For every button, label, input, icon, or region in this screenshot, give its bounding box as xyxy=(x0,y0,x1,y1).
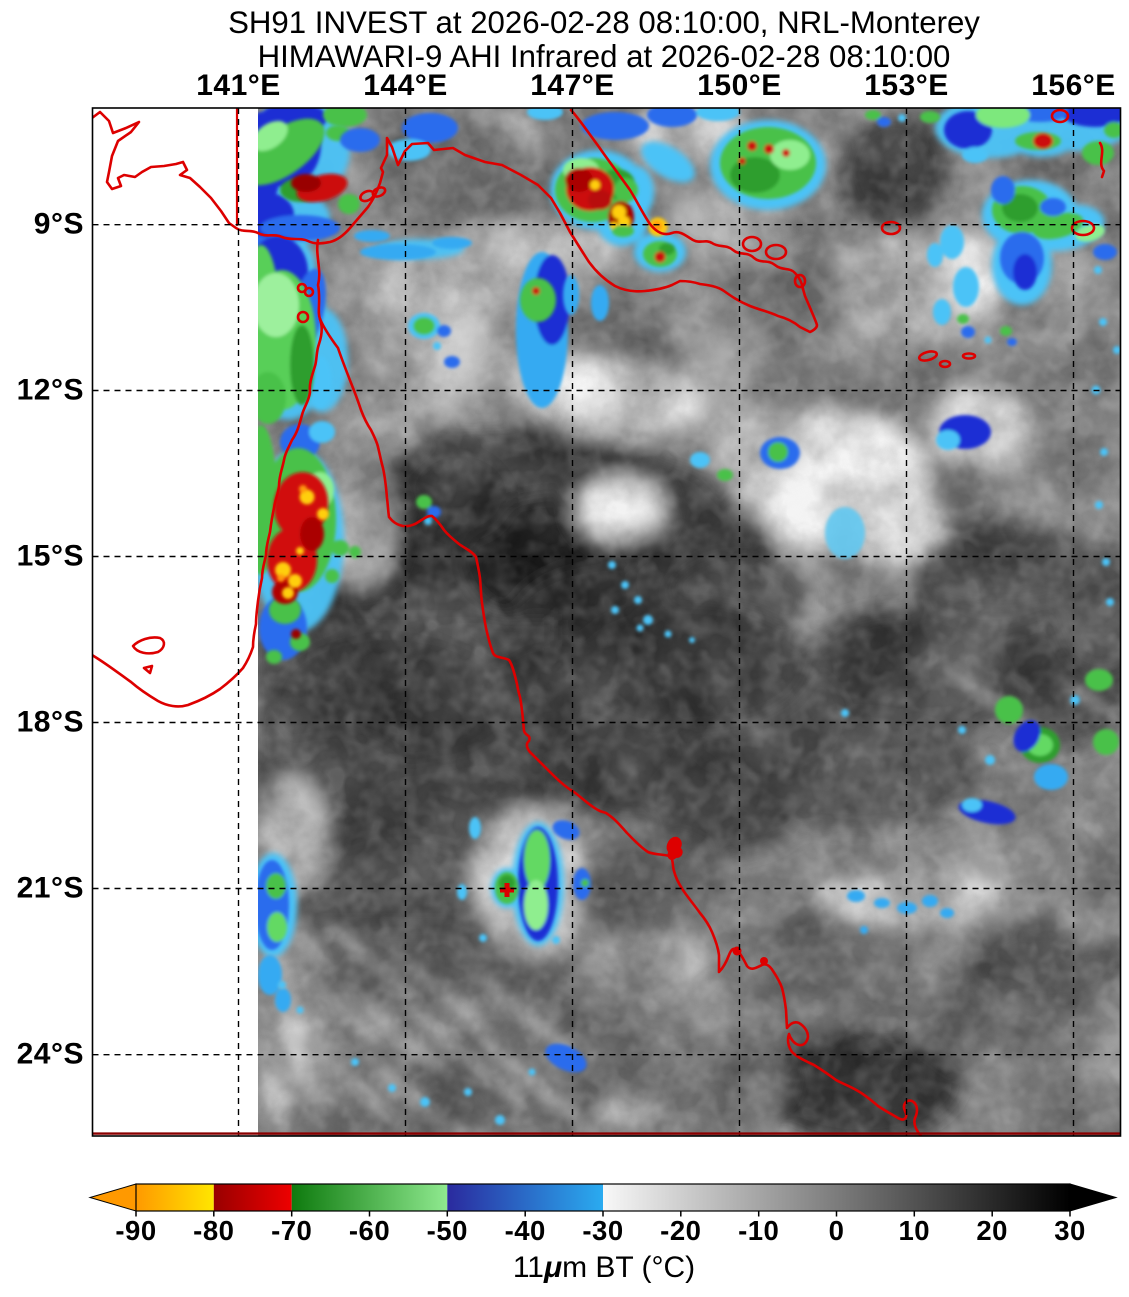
svg-text:18°S: 18°S xyxy=(17,706,84,739)
svg-text:0: 0 xyxy=(829,1215,845,1246)
svg-text:12°S: 12°S xyxy=(17,374,84,407)
svg-text:24°S: 24°S xyxy=(17,1038,84,1071)
svg-text:-50: -50 xyxy=(427,1215,468,1246)
svg-text:-60: -60 xyxy=(349,1215,390,1246)
svg-text:11μm BT (°C): 11μm BT (°C) xyxy=(513,1251,695,1284)
svg-text:20: 20 xyxy=(976,1215,1008,1246)
svg-text:10: 10 xyxy=(899,1215,931,1246)
svg-text:21°S: 21°S xyxy=(17,872,84,905)
svg-text:30: 30 xyxy=(1054,1215,1086,1246)
svg-text:144°E: 144°E xyxy=(363,69,448,102)
svg-text:141°E: 141°E xyxy=(196,69,281,102)
svg-text:15°S: 15°S xyxy=(17,540,84,573)
svg-text:153°E: 153°E xyxy=(864,69,949,102)
svg-text:-70: -70 xyxy=(271,1215,312,1246)
svg-text:-30: -30 xyxy=(582,1215,623,1246)
svg-text:-10: -10 xyxy=(738,1215,779,1246)
svg-text:HIMAWARI-9 AHI Infrared at 202: HIMAWARI-9 AHI Infrared at 2026-02-28 08… xyxy=(258,39,951,74)
svg-text:150°E: 150°E xyxy=(697,69,782,102)
svg-text:9°S: 9°S xyxy=(34,208,84,241)
svg-text:-40: -40 xyxy=(505,1215,546,1246)
svg-text:SH91 INVEST at 2026-02-28 08:1: SH91 INVEST at 2026-02-28 08:10:00, NRL-… xyxy=(228,5,980,40)
svg-text:-80: -80 xyxy=(193,1215,234,1246)
svg-text:147°E: 147°E xyxy=(530,69,615,102)
svg-text:156°E: 156°E xyxy=(1031,69,1116,102)
svg-text:-20: -20 xyxy=(660,1215,701,1246)
svg-text:-90: -90 xyxy=(115,1215,156,1246)
